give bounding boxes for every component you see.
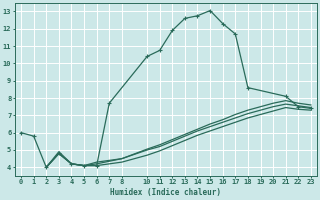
X-axis label: Humidex (Indice chaleur): Humidex (Indice chaleur) (110, 188, 221, 197)
